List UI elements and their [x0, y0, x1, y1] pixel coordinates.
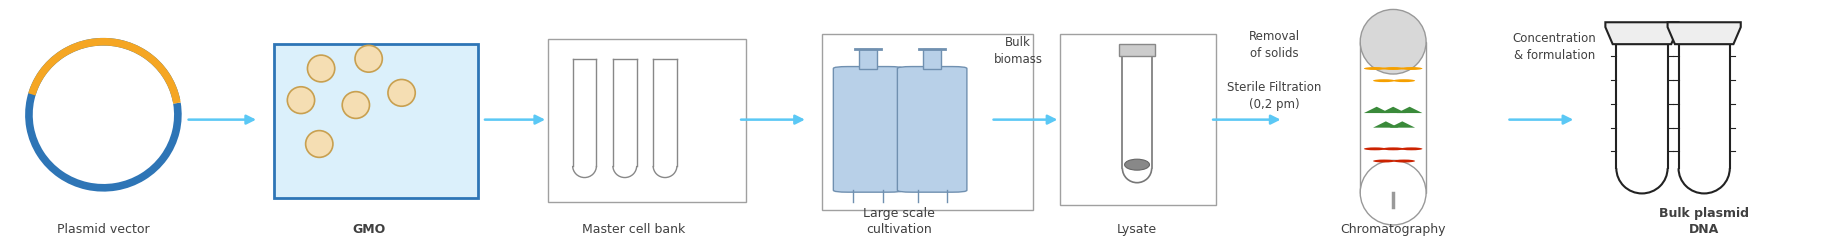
- Ellipse shape: [387, 79, 415, 106]
- Ellipse shape: [354, 45, 382, 72]
- Circle shape: [1400, 147, 1422, 150]
- Polygon shape: [1373, 121, 1398, 128]
- Ellipse shape: [308, 55, 334, 82]
- Ellipse shape: [1125, 159, 1149, 170]
- Text: Bulk plasmid
DNA: Bulk plasmid DNA: [1659, 207, 1749, 237]
- Ellipse shape: [1360, 9, 1426, 74]
- Circle shape: [1400, 67, 1422, 70]
- Circle shape: [1373, 79, 1395, 82]
- Ellipse shape: [1360, 160, 1426, 225]
- Text: Large scale
cultivation: Large scale cultivation: [862, 207, 936, 237]
- Text: Plasmid vector: Plasmid vector: [57, 224, 150, 237]
- FancyBboxPatch shape: [923, 49, 941, 68]
- Text: Bulk
biomass: Bulk biomass: [993, 36, 1042, 66]
- Circle shape: [1363, 147, 1385, 150]
- Ellipse shape: [306, 130, 332, 157]
- Circle shape: [1373, 160, 1395, 163]
- Polygon shape: [1668, 22, 1741, 44]
- Polygon shape: [1606, 22, 1679, 44]
- Polygon shape: [1363, 107, 1389, 113]
- FancyBboxPatch shape: [273, 44, 479, 197]
- FancyBboxPatch shape: [549, 39, 745, 202]
- Ellipse shape: [288, 87, 314, 114]
- Polygon shape: [1389, 121, 1415, 128]
- Polygon shape: [1396, 107, 1422, 113]
- Text: Lysate: Lysate: [1118, 224, 1158, 237]
- Text: Chromatography: Chromatography: [1340, 224, 1446, 237]
- Text: Master cell bank: Master cell bank: [582, 224, 686, 237]
- FancyBboxPatch shape: [859, 49, 877, 68]
- Text: GMO: GMO: [352, 224, 385, 237]
- Polygon shape: [1380, 107, 1406, 113]
- Ellipse shape: [341, 92, 369, 119]
- FancyBboxPatch shape: [822, 34, 1033, 210]
- Circle shape: [1363, 67, 1385, 70]
- Circle shape: [1382, 147, 1404, 150]
- FancyBboxPatch shape: [897, 66, 967, 192]
- Circle shape: [1382, 67, 1404, 70]
- Circle shape: [1393, 79, 1415, 82]
- Text: Concentration
& formulation: Concentration & formulation: [1512, 32, 1596, 62]
- Text: Removal
of solids

Sterile Filtration
(0,2 pm): Removal of solids Sterile Filtration (0,…: [1228, 30, 1321, 112]
- FancyBboxPatch shape: [833, 66, 903, 192]
- FancyBboxPatch shape: [1119, 44, 1156, 56]
- Circle shape: [1393, 160, 1415, 163]
- FancyBboxPatch shape: [1061, 34, 1217, 205]
- Bar: [1360, 42, 1426, 193]
